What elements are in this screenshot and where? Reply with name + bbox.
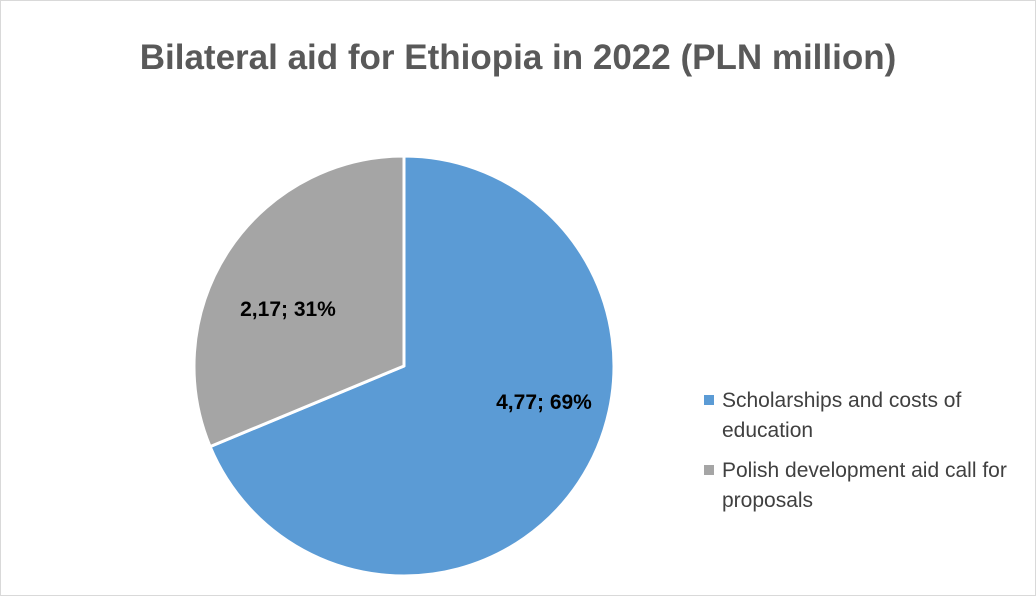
data-label-scholarships: 4,77; 69%: [496, 391, 592, 414]
legend-swatch-call-for-proposals: [704, 465, 714, 475]
legend-item-call-for-proposals: Polish development aid call for proposal…: [704, 456, 1024, 516]
legend-swatch-scholarships: [704, 395, 714, 405]
legend-label-call-for-proposals: Polish development aid call for proposal…: [722, 459, 1007, 512]
legend-label-scholarships: Scholarships and costs of education: [722, 389, 962, 442]
chart-title: Bilateral aid for Ethiopia in 2022 (PLN …: [139, 38, 897, 77]
legend-item-scholarships: Scholarships and costs of education: [704, 386, 1024, 446]
legend: Scholarships and costs of education Poli…: [704, 386, 1024, 526]
pie-slice-call-for-proposals: [192, 154, 406, 449]
data-label-call-for-proposals: 2,17; 31%: [240, 298, 336, 321]
pie-slice-scholarships: [208, 154, 616, 578]
